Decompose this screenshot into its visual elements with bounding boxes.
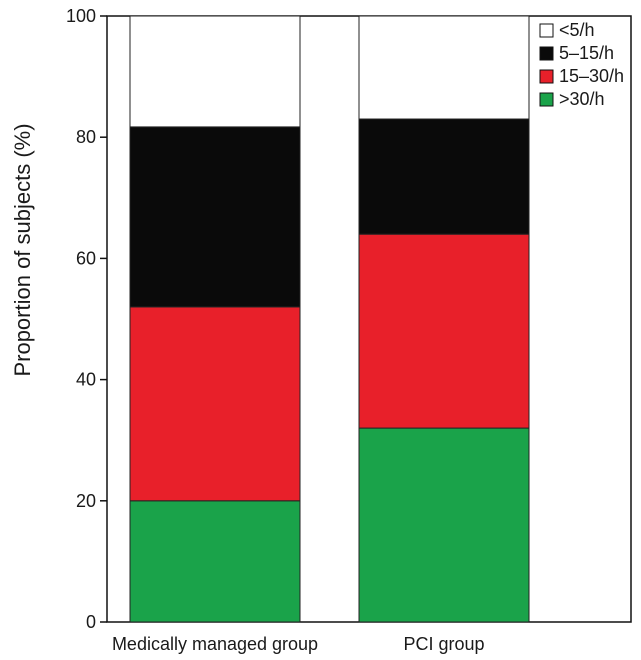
y-tick-label: 100 xyxy=(66,6,96,26)
legend-swatch xyxy=(539,69,554,84)
x-axis: Medically managed group PCI group xyxy=(112,634,485,654)
legend-item: 15–30/h xyxy=(539,66,624,86)
bar-segment xyxy=(358,118,530,235)
x-tick-label: Medically managed group xyxy=(112,634,318,654)
legend-label: 15–30/h xyxy=(559,66,624,86)
y-tick-label: 20 xyxy=(76,491,96,511)
y-tick-label: 60 xyxy=(76,248,96,268)
y-axis: 0 20 40 60 80 100 xyxy=(66,6,107,632)
bar-segment xyxy=(358,233,530,429)
legend-label: <5/h xyxy=(559,20,595,40)
y-tick-label: 80 xyxy=(76,127,96,147)
y-axis-title: Proportion of subjects (%) xyxy=(10,123,35,376)
bar-segment xyxy=(129,306,301,502)
legend-label: 5–15/h xyxy=(559,43,614,63)
y-tick-label: 0 xyxy=(86,612,96,632)
legend-item: >30/h xyxy=(539,89,605,109)
bar-segment xyxy=(358,427,530,623)
bar-stack-1 xyxy=(129,15,301,623)
legend-label: >30/h xyxy=(559,89,605,109)
legend-item: 5–15/h xyxy=(539,43,614,63)
legend: <5/h 5–15/h 15–30/h >30/h xyxy=(539,20,624,109)
bar-stack-2 xyxy=(358,15,530,623)
legend-swatch xyxy=(539,92,554,107)
bar-segment xyxy=(129,500,301,623)
bar-segment xyxy=(129,126,301,308)
legend-item: <5/h xyxy=(539,20,595,40)
y-tick-label: 40 xyxy=(76,370,96,390)
legend-swatch xyxy=(539,46,554,61)
bar-segment xyxy=(358,15,530,120)
x-tick-label: PCI group xyxy=(403,634,484,654)
bar-segment xyxy=(129,15,301,128)
plot-area xyxy=(106,15,632,623)
legend-swatch xyxy=(539,23,554,38)
